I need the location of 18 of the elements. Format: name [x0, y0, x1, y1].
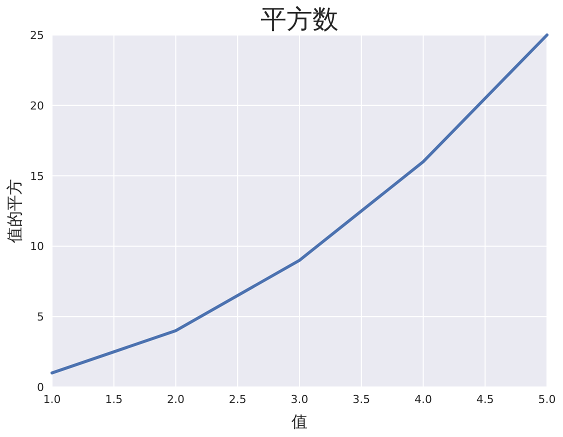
x-tick-label: 1.5	[105, 393, 123, 406]
chart-title: 平方数	[260, 5, 338, 35]
x-tick-label: 4.5	[476, 393, 494, 406]
x-tick-label: 2.0	[167, 393, 184, 406]
x-tick-label: 5.0	[538, 393, 556, 406]
y-tick-label: 0	[37, 381, 44, 394]
y-tick-label: 10	[30, 240, 44, 254]
y-tick-label: 25	[30, 29, 44, 42]
x-tick-label: 2.5	[228, 393, 246, 406]
x-axis-title: 值	[292, 412, 308, 431]
x-tick-label: 1.0	[43, 393, 61, 406]
y-tick-label: 5	[37, 310, 44, 324]
y-axis-title: 值的平方	[5, 179, 24, 243]
x-tick-label: 3.5	[352, 393, 370, 406]
x-tick-label: 3.0	[290, 393, 308, 406]
x-tick-label: 4.0	[414, 393, 432, 406]
y-tick-label: 20	[30, 99, 44, 112]
y-tick-label: 15	[30, 170, 44, 183]
